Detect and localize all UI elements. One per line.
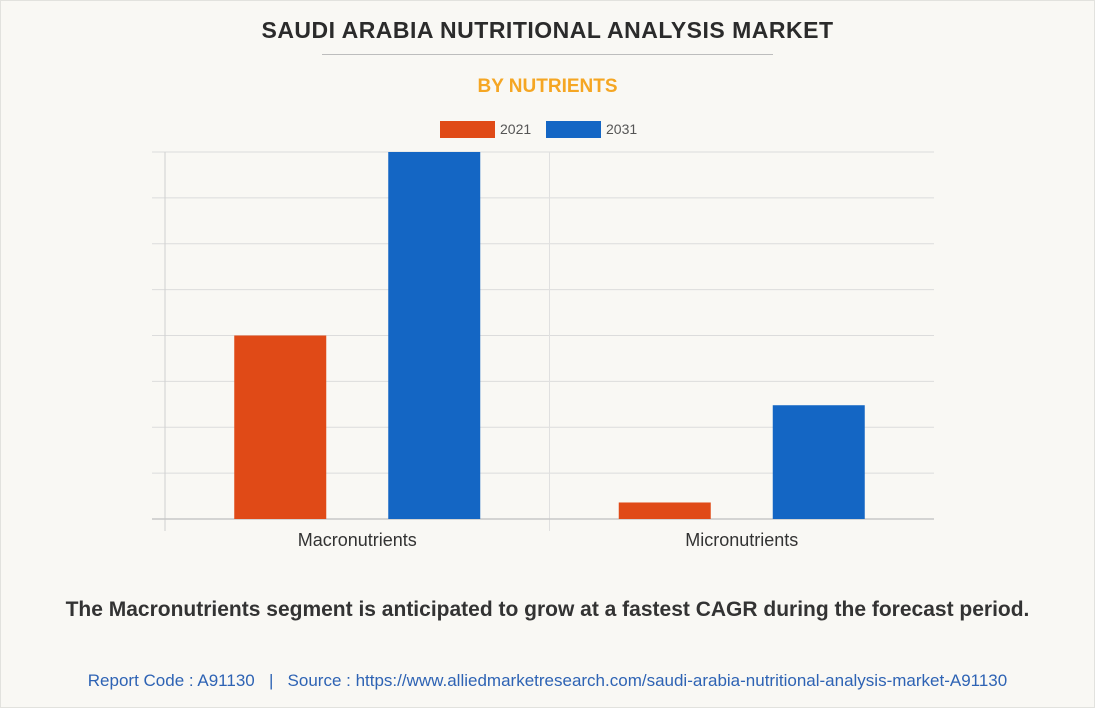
legend-swatch-2021 (440, 121, 495, 138)
x-tick-label-micronutrients: Micronutrients (685, 530, 798, 550)
bar-macronutrients-2021 (234, 335, 327, 519)
bar-chart: Macronutrients Micronutrients (152, 151, 934, 550)
report-code: Report Code : A91130 (87, 671, 255, 690)
legend-label-2031: 2031 (606, 121, 638, 137)
footer-separator: | (268, 671, 274, 690)
bar-macronutrients-2031 (388, 152, 481, 519)
title-divider (322, 54, 773, 55)
bar-micronutrients-2031 (772, 405, 865, 519)
chart-title: SAUDI ARABIA NUTRITIONAL ANALYSIS MARKET (261, 17, 834, 43)
bar-micronutrients-2021 (618, 502, 711, 519)
legend-label-2021: 2021 (500, 121, 532, 137)
footer: Report Code : A91130 | Source : https://… (0, 671, 1095, 691)
x-tick-label-macronutrients: Macronutrients (298, 530, 417, 550)
chart-subtitle: BY NUTRIENTS (477, 76, 618, 97)
legend-swatch-2031 (546, 121, 601, 138)
source-link[interactable]: Source : https://www.alliedmarketresearc… (287, 671, 1008, 690)
chart-legend: 2021 2031 (0, 120, 1095, 140)
chart-note: The Macronutrients segment is anticipate… (65, 598, 1030, 621)
